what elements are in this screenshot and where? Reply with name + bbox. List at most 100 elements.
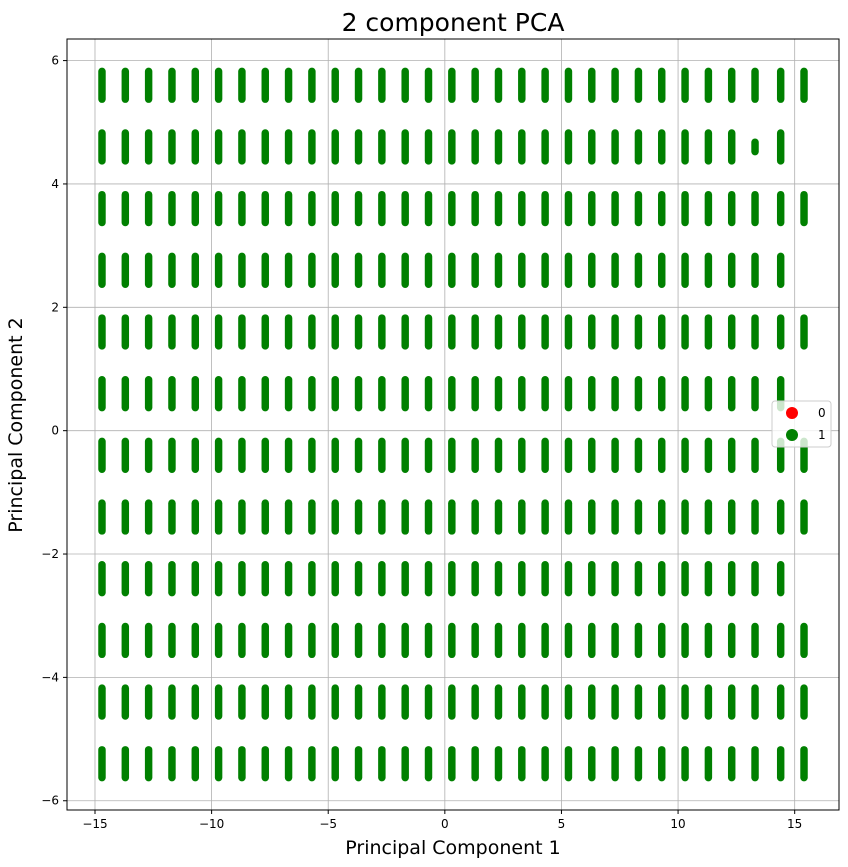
cluster-332: [704, 684, 713, 720]
cluster-362: [681, 746, 689, 782]
cluster-154: [121, 376, 130, 412]
cluster-197: [424, 437, 433, 473]
cluster-304: [776, 622, 785, 659]
cluster-341: [191, 746, 200, 782]
cluster-99: [261, 252, 269, 288]
cluster-351: [424, 746, 433, 782]
cluster-250: [214, 561, 223, 597]
cluster-190: [261, 437, 269, 473]
cluster-252: [261, 561, 269, 597]
cluster-307: [121, 684, 130, 720]
cluster-180: [727, 376, 736, 412]
cluster-284: [308, 622, 316, 659]
cluster-194: [354, 437, 363, 473]
cluster-89: [751, 190, 759, 227]
cluster-302: [727, 622, 736, 659]
x-axis-label: Principal Component 1: [345, 837, 560, 859]
cluster-121: [776, 252, 785, 288]
cluster-256: [354, 561, 363, 597]
cluster-227: [401, 499, 409, 535]
cluster-123: [121, 314, 130, 350]
cluster-142: [564, 314, 573, 350]
cluster-43: [378, 129, 386, 165]
cluster-275: [98, 622, 106, 659]
cluster-223: [308, 499, 316, 535]
cluster-146: [658, 314, 666, 350]
cluster-336: [800, 684, 808, 720]
cluster-19: [541, 67, 549, 103]
cluster-359: [611, 746, 619, 782]
cluster-289: [424, 622, 433, 659]
cluster-72: [354, 190, 363, 227]
cluster-365: [751, 746, 759, 782]
cluster-151: [776, 314, 785, 350]
cluster-281: [238, 622, 246, 659]
cluster-301: [704, 622, 713, 659]
cluster-79: [518, 190, 526, 227]
cluster-268: [634, 561, 643, 597]
cluster-145: [634, 314, 643, 350]
cluster-48: [494, 129, 503, 165]
cluster-22: [611, 67, 619, 103]
cluster-70: [308, 190, 316, 227]
cluster-7: [261, 67, 269, 103]
cluster-137: [448, 314, 456, 350]
cluster-125: [168, 314, 176, 350]
cluster-105: [401, 252, 409, 288]
cluster-328: [611, 684, 619, 720]
cluster-344: [261, 746, 269, 782]
cluster-206: [634, 437, 643, 473]
cluster-50: [541, 129, 549, 165]
cluster-243: [776, 499, 785, 535]
cluster-203: [564, 437, 573, 473]
cluster-290: [448, 622, 456, 659]
cluster-112: [564, 252, 573, 288]
cluster-357: [564, 746, 573, 782]
cluster-164: [354, 376, 363, 412]
cluster-118: [704, 252, 713, 288]
cluster-326: [564, 684, 573, 720]
cluster-17: [494, 67, 503, 103]
cluster-209: [704, 437, 713, 473]
x-tick-label-5: 10: [670, 817, 685, 831]
cluster-310: [191, 684, 200, 720]
cluster-207: [658, 437, 666, 473]
cluster-309: [168, 684, 176, 720]
cluster-109: [494, 252, 503, 288]
cluster-127: [214, 314, 223, 350]
cluster-124: [144, 314, 153, 350]
cluster-345: [284, 746, 293, 782]
cluster-78: [494, 190, 503, 227]
x-tick-label-1: −10: [199, 817, 224, 831]
cluster-156: [168, 376, 176, 412]
legend-label-0: 0: [818, 406, 826, 420]
cluster-166: [401, 376, 409, 412]
cluster-334: [751, 684, 759, 720]
cluster-288: [401, 622, 409, 659]
cluster-149: [727, 314, 736, 350]
cluster-128: [238, 314, 246, 350]
cluster-175: [611, 376, 619, 412]
cluster-133: [354, 314, 363, 350]
cluster-177: [658, 376, 666, 412]
cluster-106: [424, 252, 433, 288]
cluster-251: [238, 561, 246, 597]
cluster-179: [704, 376, 713, 412]
cluster-183: [98, 437, 106, 473]
cluster-291: [471, 622, 479, 659]
cluster-92: [98, 252, 106, 288]
cluster-354: [494, 746, 503, 782]
cluster-68: [261, 190, 269, 227]
cluster-215: [121, 499, 130, 535]
cluster-69: [284, 190, 293, 227]
cluster-27: [727, 67, 736, 103]
legend: 0 1: [771, 400, 832, 448]
cluster-333: [727, 684, 736, 720]
cluster-173: [564, 376, 573, 412]
cluster-161: [284, 376, 293, 412]
cluster-202: [541, 437, 549, 473]
cluster-176: [634, 376, 643, 412]
cluster-171: [518, 376, 526, 412]
cluster-73: [378, 190, 386, 227]
cluster-135: [401, 314, 409, 350]
